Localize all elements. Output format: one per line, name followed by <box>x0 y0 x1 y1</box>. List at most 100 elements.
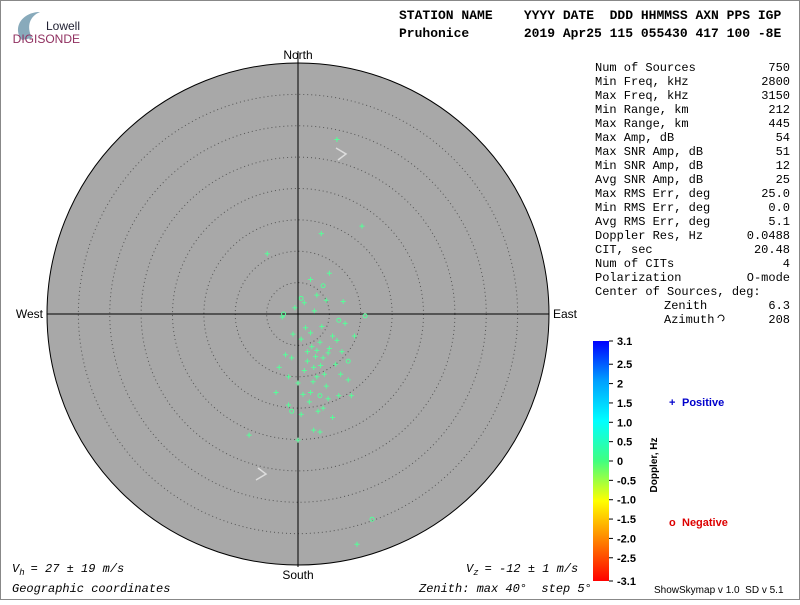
point-positive <box>304 349 310 355</box>
stat-value: 6.3 <box>768 299 790 313</box>
stat-label: Azimuth <box>664 313 714 327</box>
legend-label: Positive <box>682 397 724 409</box>
point-negative <box>320 283 326 289</box>
stat-label: Doppler Res, Hz <box>595 229 703 243</box>
stat-value: 4 <box>783 257 790 271</box>
point-negative <box>362 313 368 319</box>
point-positive <box>348 393 354 399</box>
stat-label: Max SNR Amp, dB <box>595 145 703 159</box>
stat-value: 51 <box>776 145 790 159</box>
logo-swirl <box>18 12 40 40</box>
dir-south: South <box>282 568 313 582</box>
stat-label: Polarization <box>595 271 681 285</box>
stat-label: Num of CITs <box>595 257 674 271</box>
legend-label: Negative <box>682 517 728 529</box>
point-positive <box>286 402 292 408</box>
point-positive <box>338 371 344 377</box>
point-negative <box>298 295 304 301</box>
point-positive <box>345 377 351 383</box>
point-positive <box>313 354 319 360</box>
point-negative <box>345 358 351 364</box>
point-positive <box>311 308 317 314</box>
point-positive <box>334 137 340 143</box>
colorbar-label: 1.0 <box>617 417 632 429</box>
vh: Vh = 27 ± 19 m/s <box>12 562 124 578</box>
stat-label: Avg RMS Err, deg <box>595 215 710 229</box>
point-positive <box>298 411 304 417</box>
point-positive <box>298 336 304 342</box>
point-positive <box>276 364 282 370</box>
point-negative <box>281 311 287 317</box>
point-positive <box>330 333 336 339</box>
zenith-info: Zenith: max 40° step 5° <box>418 582 592 596</box>
stat-value: 54 <box>776 131 790 145</box>
point-positive <box>301 300 307 306</box>
point-positive <box>317 339 323 345</box>
colorbar-label: -2.5 <box>617 553 636 565</box>
stat-value: O-mode <box>747 271 790 285</box>
stat-value: 212 <box>768 103 790 117</box>
point-positive <box>330 415 336 421</box>
header-labels: STATION NAME YYYY DATE DDD HHMMSS AXN PP… <box>399 8 781 23</box>
colorbar-label: -1.5 <box>617 514 636 526</box>
dir-west: West <box>16 307 44 321</box>
point-positive <box>311 364 317 370</box>
stat-label: Max Range, km <box>595 117 689 131</box>
point-positive <box>351 333 357 339</box>
point-positive <box>334 337 340 343</box>
colorbar-fill <box>593 341 609 581</box>
point-negative <box>289 408 295 414</box>
header-values: Pruhonice 2019 Apr25 115 055430 417 100 … <box>399 26 781 41</box>
stat-label: Min Freq, kHz <box>595 75 689 89</box>
colorbar: 3.1 2.5 2 1.5 1.0 0.5 0 -0.5 -1.0 -1.5 -2.0 -2.5 -3.… <box>593 336 660 588</box>
stat-label: Min SNR Amp, dB <box>595 159 703 173</box>
stat-value: 445 <box>768 117 790 131</box>
colorbar-label: 2.5 <box>617 359 632 371</box>
point-positive <box>342 320 348 326</box>
stat-label: Min RMS Err, deg <box>595 201 710 215</box>
point-negative <box>317 393 323 399</box>
colorbar-label: -0.5 <box>617 475 636 487</box>
point-positive <box>311 427 317 433</box>
point-positive <box>317 429 323 435</box>
point-positive <box>320 355 326 361</box>
stat-value: 750 <box>768 61 790 75</box>
point-positive <box>292 305 298 311</box>
stat-label: Min Range, km <box>595 103 689 117</box>
point-positive <box>308 389 314 395</box>
colorbar-label: -1.0 <box>617 495 636 507</box>
point-positive <box>290 331 296 337</box>
point-positive <box>246 432 252 438</box>
legend-marker: + <box>669 397 675 409</box>
point-positive <box>308 276 314 282</box>
point-positive <box>354 541 360 547</box>
stat-section: Center of Sources, deg: <box>595 285 761 299</box>
coords: Geographic coordinates <box>12 582 170 596</box>
stat-label: CIT, sec <box>595 243 653 257</box>
point-negative <box>336 317 342 323</box>
colorbar-label: 3.1 <box>617 336 632 348</box>
stat-label: Max Amp, dB <box>595 131 674 145</box>
point-positive <box>323 297 329 303</box>
vz: Vz = -12 ± 1 m/s <box>466 562 578 578</box>
stat-value: 208 <box>768 313 790 327</box>
stat-value: 25.0 <box>761 187 790 201</box>
colorbar-label: 1.5 <box>617 398 632 410</box>
point-positive <box>301 367 307 373</box>
point-positive <box>289 355 295 361</box>
point-positive <box>326 270 332 276</box>
stat-label: Max Freq, kHz <box>595 89 689 103</box>
stat-value: 3150 <box>761 89 790 103</box>
point-positive <box>319 324 325 330</box>
stat-value: 0.0488 <box>747 229 790 243</box>
direction-mark <box>335 147 348 161</box>
point-positive <box>315 408 321 414</box>
stat-value: 12 <box>776 159 790 173</box>
point-positive <box>295 380 301 386</box>
point-positive <box>310 379 316 385</box>
point-positive <box>336 393 342 399</box>
logo-bottom: DIGISONDE <box>13 32 80 46</box>
point-positive <box>264 251 270 257</box>
